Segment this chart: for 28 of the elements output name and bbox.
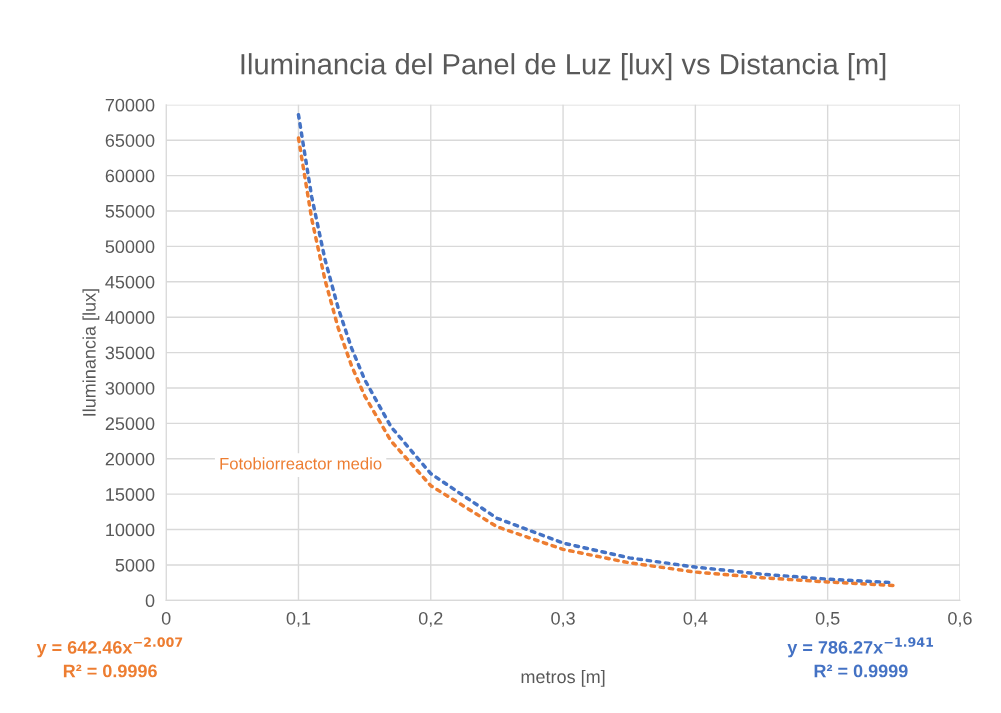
y-tick-label: 40000 <box>105 311 155 324</box>
y-tick-label: 50000 <box>105 240 155 254</box>
text: y = 786.27x$^{−1.941}$ R² = 0.9999 <box>787 637 934 678</box>
y-tick-label: 15000 <box>106 488 155 501</box>
x-tick-label: 0 <box>161 611 171 625</box>
y-tick-label: 0 <box>145 594 155 608</box>
y-tick-label: 60000 <box>105 169 155 183</box>
x-tick-label: 0,6 <box>948 611 972 627</box>
y-tick-label: 10000 <box>106 523 155 537</box>
y-tick-label: 30000 <box>105 381 155 395</box>
x-tick-label: 0,1 <box>286 611 311 627</box>
y-tick-label: 5000 <box>115 558 155 572</box>
x-tick-label: 0,4 <box>683 611 708 627</box>
x-tick-label: 0,2 <box>418 611 443 627</box>
series-label: Fotobiorreactor medio <box>220 457 382 470</box>
text: y = 642.46x$^{−2.007}$ R² = 0.9996 <box>36 637 183 678</box>
y-tick-label: 20000 <box>105 452 155 466</box>
x-tick-label: 0,3 <box>551 611 575 627</box>
y-tick-label: 65000 <box>105 134 155 147</box>
x-tick-label: 0,5 <box>815 611 840 627</box>
y-axis-title: Iluminancia [lux] <box>82 289 100 416</box>
y-tick-label: 35000 <box>105 346 155 360</box>
y-tick-label: 55000 <box>105 204 155 218</box>
y-tick-label: 25000 <box>105 417 155 431</box>
x-axis-title: metros [m] <box>521 669 605 687</box>
chart-title: Iluminancia del Panel de Luz [lux] vs Distancia [m] <box>241 53 886 81</box>
y-tick-label: 45000 <box>105 275 155 289</box>
y-tick-label: 70000 <box>105 98 155 112</box>
